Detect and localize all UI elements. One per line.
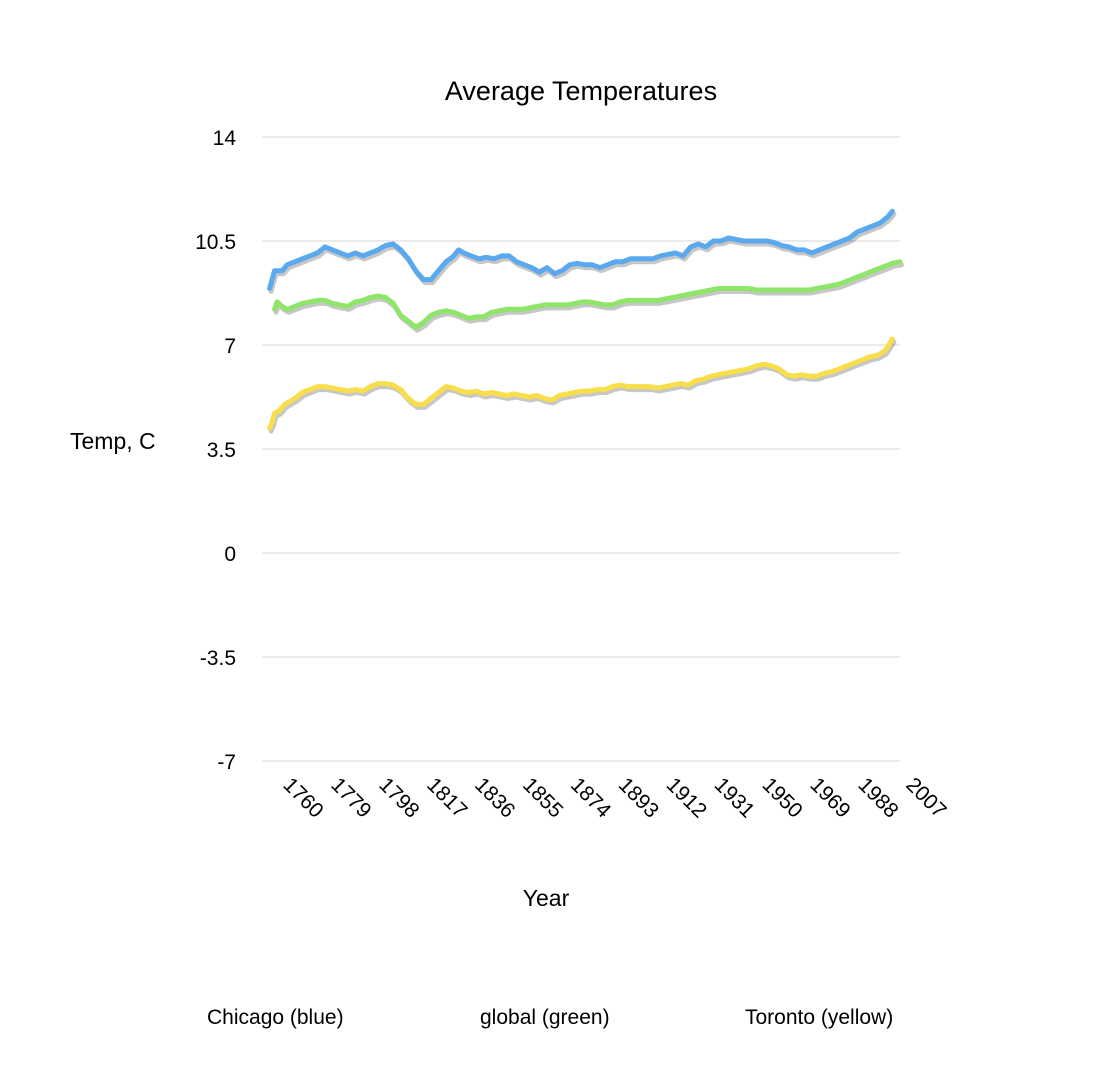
y-tick-label: -7 <box>217 751 236 774</box>
y-axis-ticks: 14 10.5 7 3.5 0 -3.5 -7 <box>195 127 236 774</box>
y-tick-label: -3.5 <box>200 647 236 670</box>
x-tick-label: 1874 <box>566 773 616 823</box>
x-tick-label: 1893 <box>614 773 663 822</box>
series-lines <box>267 208 904 434</box>
gridlines <box>262 136 900 762</box>
x-tick-label: 1836 <box>470 773 519 822</box>
y-tick-label: 14 <box>213 127 237 150</box>
x-tick-label: 2007 <box>901 773 950 822</box>
series-line-1 <box>272 259 903 330</box>
series-line-shadow-2 <box>268 339 897 434</box>
x-tick-label: 1912 <box>662 773 711 822</box>
x-tick-label: 1969 <box>806 773 855 822</box>
legend-chicago: Chicago (blue) <box>207 1006 344 1029</box>
series-line-shadow-1 <box>273 262 904 333</box>
x-tick-label: 1988 <box>853 773 902 822</box>
x-tick-label: 1760 <box>278 773 327 822</box>
y-axis-label: Temp, C <box>70 428 156 454</box>
y-tick-label: 0 <box>224 543 236 566</box>
x-tick-label: 1855 <box>518 773 567 822</box>
x-tick-label: 1798 <box>374 773 423 822</box>
x-tick-label: 1950 <box>758 773 807 822</box>
series-line-2 <box>267 336 895 431</box>
x-tick-label: 1779 <box>326 773 375 822</box>
x-axis-ticks: 1760177917981817183618551874189319121931… <box>278 773 950 823</box>
legend-global: global (green) <box>480 1006 610 1029</box>
series-line-0 <box>267 208 895 291</box>
y-tick-label: 7 <box>224 335 236 358</box>
legend-toronto: Toronto (yellow) <box>745 1006 893 1029</box>
x-axis-label: Year <box>523 885 570 911</box>
x-tick-label: 1817 <box>422 773 471 822</box>
chart-title: Average Temperatures <box>445 76 717 106</box>
y-tick-label: 3.5 <box>207 439 236 462</box>
y-tick-label: 10.5 <box>195 231 236 254</box>
x-tick-label: 1931 <box>710 773 759 822</box>
